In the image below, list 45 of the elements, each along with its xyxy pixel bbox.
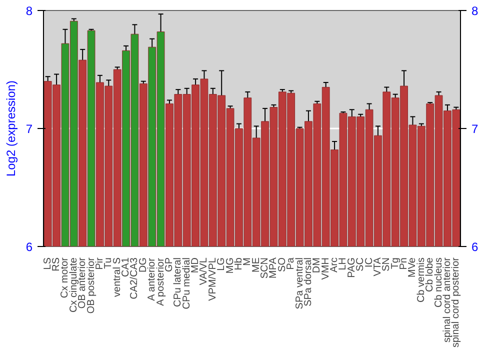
x-tick-label: SC: [355, 257, 366, 272]
x-tick-label: Pir: [94, 256, 106, 270]
x-tick-label: LS: [42, 257, 54, 270]
x-tick-label: MPA: [268, 257, 280, 278]
x-tick-label: ME: [250, 257, 262, 272]
y2-tick-label: 8: [472, 4, 478, 18]
x-tick-label: IC: [364, 258, 375, 268]
y-tick-label: 8: [26, 4, 33, 18]
x-tick-label: CA2/CA3: [129, 257, 140, 300]
x-tick-label: MVe: [407, 257, 418, 278]
x-tick-label: CPu medial: [181, 257, 192, 310]
x-tick-label: SPa dorsal: [302, 257, 314, 306]
x-tick-label: Cb lobe: [424, 257, 436, 292]
x-tick-label: Tu: [103, 257, 114, 269]
x-tick-label: Cb vermis: [416, 257, 427, 303]
x-tick-label: A posterior: [155, 257, 166, 306]
y-tick-label: 6: [26, 240, 33, 254]
x-tick-label: A anterior: [146, 257, 158, 301]
x-tick-label: spinal cord posterior: [450, 256, 462, 348]
x-tick-label: OB anterior: [77, 256, 88, 309]
x-tick-label: GP: [164, 257, 175, 272]
x-tick-label: spinal cord anterior: [442, 256, 453, 343]
y-axis-title: Log2 (expression): [4, 80, 18, 177]
x-tick-label: DG: [138, 257, 149, 272]
x-tick-label: ventral S: [112, 257, 123, 297]
x-tick-label: LG: [216, 257, 228, 271]
x-tick-label: Cx cingulate: [68, 257, 80, 313]
x-tick-label: LH: [338, 257, 349, 270]
x-tick-label: RS: [51, 257, 62, 272]
x-tick-label: SO: [276, 257, 288, 272]
y-tick-label: 7: [26, 122, 33, 136]
x-tick-label: PAG: [346, 257, 358, 278]
x-tick-label: VTA: [372, 257, 384, 276]
x-tick-label: VMH: [320, 257, 332, 280]
x-tick-label: DM: [312, 257, 323, 274]
x-tick-label: VPM/VPL: [207, 257, 218, 301]
y2-tick-label: 6: [472, 240, 478, 254]
x-tick-label: Hb: [233, 257, 244, 270]
y2-tick-label: 7: [472, 122, 478, 136]
x-tick-label: Cb nucleus: [433, 258, 444, 308]
x-tick-label: Tg: [390, 258, 401, 270]
x-tick-label: M: [242, 257, 254, 266]
x-tick-label: Pa: [286, 257, 297, 270]
x-tick-label: SN: [381, 257, 392, 272]
x-tick-label: OB posterior: [86, 256, 97, 314]
